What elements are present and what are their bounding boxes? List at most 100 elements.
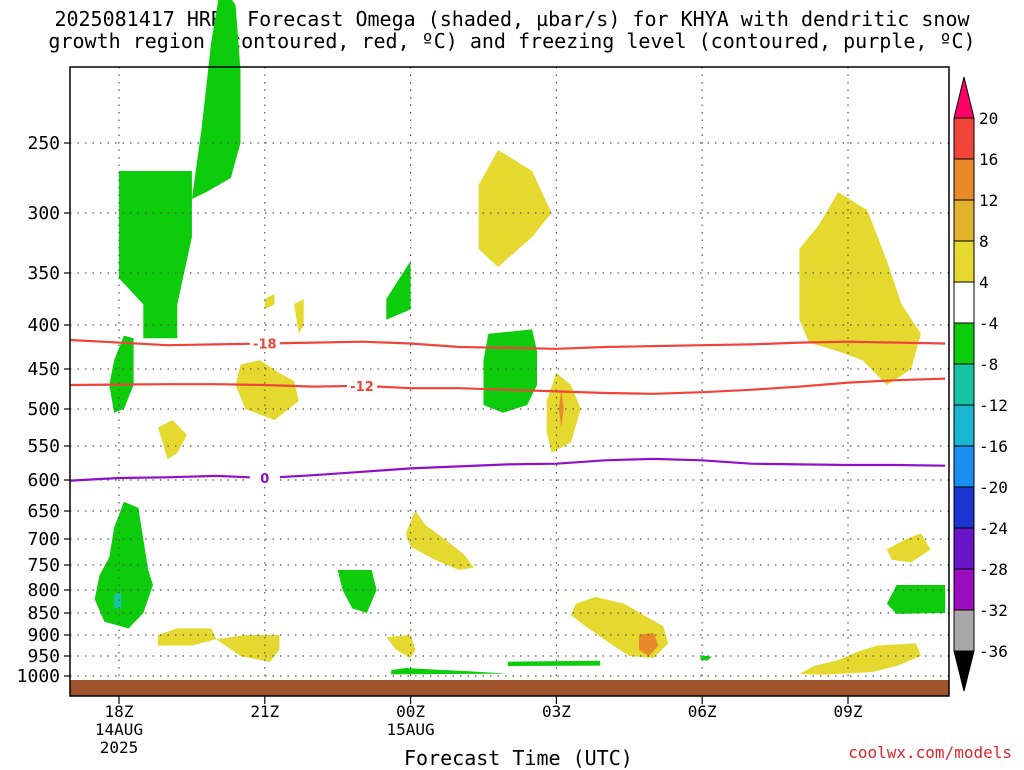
title-line-1: 2025081417 HRRR Forecast Omega (shaded, … [54,7,970,31]
temperature-contours: -18 -12 0 [70,336,946,487]
colorbar-label: -32 [979,601,1008,620]
omega-region-green [507,660,601,666]
colorbar-swatch [953,117,975,160]
x-tick-label: 03Z [542,702,571,721]
colorbar-swatch [953,568,975,611]
y-tick-label: 950 [27,646,60,667]
contour-line [70,457,946,482]
colorbar-swatch [953,486,975,529]
omega-region-yellow [478,150,552,267]
omega-colorbar: 20 16 12 8 4 -4 -8 -12 -16 -20 -24 -28 -32 -36 [953,76,1008,692]
x-tick-label: 00Z [396,702,425,721]
colorbar-swatch [953,322,975,365]
colorbar-top-arrow [953,76,975,119]
contour-label: 0 [260,472,269,487]
omega-region-yellow [405,511,474,570]
y-tick-label: 550 [27,436,60,457]
omega-region-yellow [886,533,931,563]
colorbar-swatch [953,404,975,447]
omega-region-yellow [546,373,581,453]
colorbar-label: 20 [979,109,998,128]
y-tick-label: 700 [27,529,60,550]
omega-region-yellow [264,293,275,310]
omega-region-green [483,329,537,413]
pressure-axis: 2503003504004505005506006507007508008509… [17,133,70,687]
colorbar-label: -8 [979,355,998,374]
omega-region-orange [558,389,564,428]
colorbar-swatch [953,240,975,283]
x-tick-label: 06Z [688,702,717,721]
omega-region-green [886,585,946,614]
colorbar-label: -12 [979,396,1008,415]
y-tick-label: 800 [27,580,60,601]
colorbar-label: -36 [979,642,1008,661]
y-tick-label: 500 [27,399,60,420]
colorbar-swatch [953,445,975,488]
omega-region-orange [639,632,659,656]
y-tick-label: 900 [27,625,60,646]
y-tick-label: 450 [27,359,60,380]
y-tick-label: 250 [27,133,60,154]
omega-region-yellow [157,420,187,460]
colorbar-swatch [953,281,975,324]
omega-region-green [386,261,411,320]
chart-title: 2025081417 HRRR Forecast Omega (shaded, … [0,8,1024,52]
colorbar-bottom-arrow [953,650,975,692]
omega-region-yellow [216,635,280,662]
colorbar-label: 12 [979,191,998,210]
colorbar-swatch [953,527,975,570]
x-tick-sublabel: 2025 [100,738,139,757]
y-tick-label: 350 [27,263,60,284]
colorbar-swatch [953,158,975,201]
source-credit: coolwx.com/models [848,743,1012,762]
omega-region-green [391,668,508,675]
colorbar-label: 16 [979,150,998,169]
omega-region-yellow [799,192,921,385]
contour-label-bg [347,378,377,393]
x-tick-sublabel: 14AUG [95,720,143,739]
colorbar-label: -28 [979,560,1008,579]
title-line-2: growth region (contoured, red, ºC) and f… [48,29,976,53]
contour-line [70,377,946,395]
y-tick-label: 600 [27,470,60,491]
omega-region-yellow [294,299,304,334]
omega-region-yellow [157,628,217,646]
colorbar-label: -20 [979,478,1008,497]
omega-region-green [109,335,134,413]
colorbar-swatch [953,363,975,406]
y-tick-label: 400 [27,315,60,336]
omega-region-green [191,0,241,199]
omega-region-teal [114,592,122,609]
omega-region-yellow [386,635,416,658]
ground-surface [70,680,949,696]
x-axis-title: Forecast Time (UTC) [404,746,633,770]
plot-frame [69,66,950,697]
omega-region-yellow [235,360,299,421]
omega-region-yellow [799,643,921,675]
omega-region-green [119,171,192,339]
x-tick-label: 09Z [834,702,863,721]
x-tick-sublabel: 15AUG [387,720,435,739]
omega-region-green [337,570,377,613]
y-tick-label: 850 [27,603,60,624]
x-tick-label: 21Z [250,702,279,721]
colorbar-swatch [953,609,975,652]
contour-label: -18 [253,337,277,352]
contour-label-bg [249,470,280,485]
contour-label-bg [249,336,280,351]
y-tick-label: 300 [27,203,60,224]
y-tick-label: 650 [27,501,60,522]
colorbar-label: 4 [979,273,989,292]
colorbar-label: -16 [979,437,1008,456]
y-tick-label: 750 [27,555,60,576]
colorbar-label: -4 [979,314,998,333]
x-tick-label: 18Z [105,702,134,721]
colorbar-label: 8 [979,232,989,251]
omega-shaded-regions [94,0,946,675]
colorbar-label: -24 [979,519,1008,538]
y-tick-label: 1000 [17,666,60,687]
colorbar-swatch [953,199,975,242]
contour-label: -12 [350,380,374,395]
